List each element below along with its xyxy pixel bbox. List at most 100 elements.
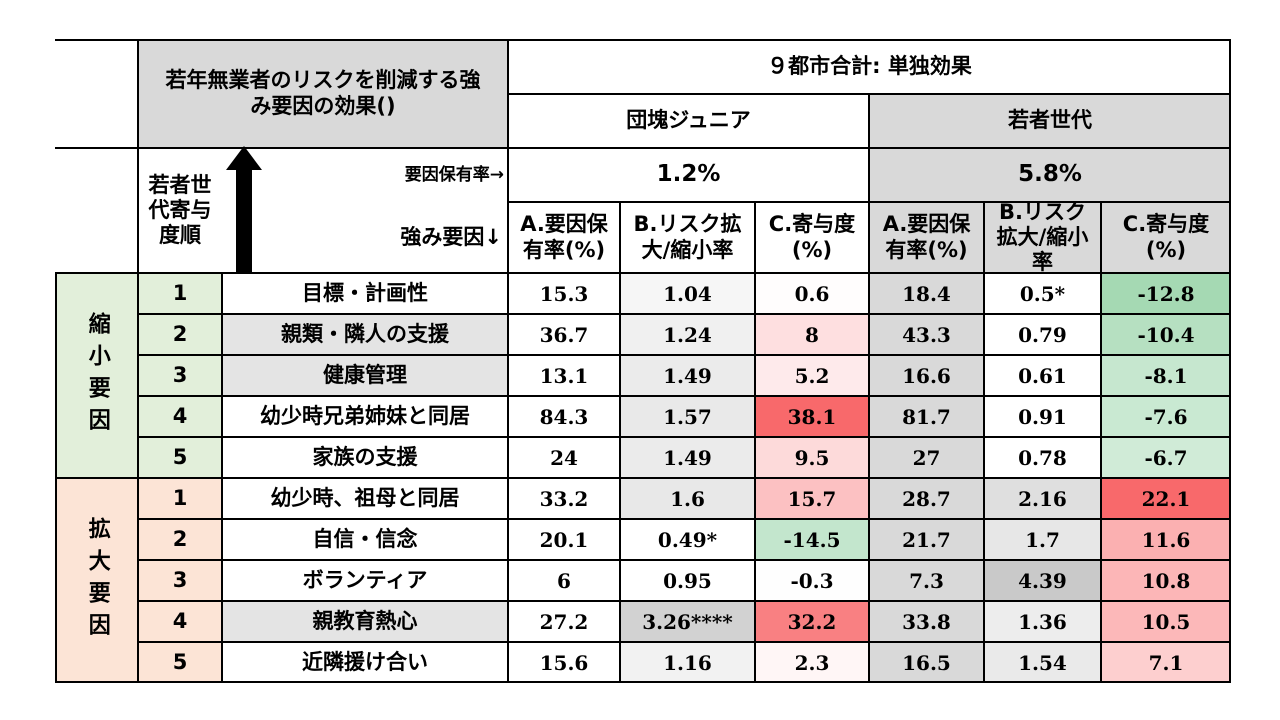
left-col-a-header: A.要因保有率(%) <box>520 212 608 262</box>
factor-cell: 親類・隣人の支援 <box>222 314 508 355</box>
up-arrow-icon <box>226 146 262 272</box>
grid-line <box>138 395 1231 397</box>
right-a-cell: 43.3 <box>869 314 984 355</box>
table-title: 若年無業者のリスクを削減する強み要因の効果() <box>138 39 508 148</box>
rank-cell: 1 <box>138 273 222 314</box>
left-a-cell: 13.1 <box>539 363 589 388</box>
right-c-cell: 7.1 <box>1101 642 1231 683</box>
left-b-cell: 1.04 <box>620 273 755 314</box>
rank-cell: 5 <box>138 437 222 478</box>
left-prevalence: 1.2% <box>656 161 721 188</box>
left-b-cell: 1.24 <box>620 314 755 355</box>
left-c-cell: 9.5 <box>755 437 869 478</box>
factor-cell: 目標・計画性 <box>222 273 508 314</box>
right-a-cell: 16.5 <box>869 642 984 683</box>
right-a-cell: 7.3 <box>869 560 984 601</box>
right-a-cell: 18.4 <box>869 273 984 314</box>
left-b-cell: 3.26**** <box>620 601 755 642</box>
right-col-c-header: C.寄与度(%) <box>1101 202 1231 273</box>
generation-right-title: 若者世代 <box>869 94 1231 148</box>
grid-line <box>138 559 1231 561</box>
grid-line <box>868 94 870 683</box>
right-b-cell: 2.16 <box>984 478 1101 519</box>
right-b-cell: 0.91 <box>984 396 1101 437</box>
grid-line <box>55 477 1231 479</box>
right-b-cell: 1.7 <box>984 519 1101 560</box>
right-a-cell: 81.7 <box>869 396 984 437</box>
factor-cell: 自信・信念 <box>222 519 508 560</box>
rank-cell: 3 <box>138 560 222 601</box>
right-col-b-header: B.リスク拡大/縮小率 <box>984 202 1101 273</box>
left-c-cell: 2.3 <box>755 642 869 683</box>
left-b-cell: 1.6 <box>620 478 755 519</box>
grid-line <box>138 354 1231 356</box>
right-b-cell: 1.36 <box>984 601 1101 642</box>
left-b-cell: 1.57 <box>620 396 755 437</box>
left-a-cell: 36.7 <box>539 322 589 347</box>
right-c-cell: 22.1 <box>1101 478 1231 519</box>
right-c-cell: 10.5 <box>1101 601 1231 642</box>
grid-line <box>138 600 1231 602</box>
grid-line <box>983 202 985 683</box>
right-a-cell: 27 <box>869 437 984 478</box>
right-b-cell: 1.54 <box>984 642 1101 683</box>
left-a-cell: 15.3 <box>539 281 589 306</box>
rank-cell: 1 <box>138 478 222 519</box>
left-b-cell: 0.49* <box>620 519 755 560</box>
grid-line <box>507 39 509 683</box>
grid-line <box>55 147 1231 149</box>
order-label: 若者世代寄与度順 <box>148 172 212 248</box>
left-b-cell: 1.16 <box>620 642 755 683</box>
grid-line <box>55 39 1231 41</box>
left-a-cell: 24 <box>550 445 578 470</box>
left-b-cell: 0.95 <box>620 560 755 601</box>
left-a-cell: 20.1 <box>539 527 589 552</box>
rank-cell: 2 <box>138 314 222 355</box>
group-label: 縮小要因 <box>55 273 138 478</box>
right-c-cell: -10.4 <box>1101 314 1231 355</box>
right-c-cell: -6.7 <box>1101 437 1231 478</box>
factor-cell: 幼少時兄弟姉妹と同居 <box>222 396 508 437</box>
factor-cell: 近隣援け合い <box>222 642 508 683</box>
grid-line <box>138 641 1231 643</box>
group-title: ９都市合計: 単独効果 <box>767 53 972 78</box>
right-c-cell: -12.8 <box>1101 273 1231 314</box>
rank-cell: 5 <box>138 642 222 683</box>
grid-line <box>55 273 57 683</box>
factor-label: 強み要因↓ <box>400 224 502 249</box>
grid-line <box>1229 39 1231 683</box>
right-b-cell: 0.5* <box>984 273 1101 314</box>
grid-line <box>1100 202 1102 683</box>
right-c-cell: 10.8 <box>1101 560 1231 601</box>
left-col-b-header: B.リスク拡大/縮小率 <box>633 212 742 262</box>
left-c-cell: -14.5 <box>755 519 869 560</box>
grid-line <box>55 272 1231 274</box>
right-b-cell: 0.61 <box>984 355 1101 396</box>
prevalence-label: 要因保有率→ <box>404 164 504 185</box>
rank-cell: 2 <box>138 519 222 560</box>
left-c-cell: 5.2 <box>755 355 869 396</box>
right-a-cell: 21.7 <box>869 519 984 560</box>
left-a-cell: 27.2 <box>539 609 589 634</box>
right-a-cell: 33.8 <box>869 601 984 642</box>
grid-line <box>138 518 1231 520</box>
factor-cell: 家族の支援 <box>222 437 508 478</box>
right-c-cell: 11.6 <box>1101 519 1231 560</box>
left-c-cell: 15.7 <box>755 478 869 519</box>
left-b-cell: 1.49 <box>620 437 755 478</box>
grid-line <box>221 273 223 683</box>
right-b-cell: 4.39 <box>984 560 1101 601</box>
left-b-cell: 1.49 <box>620 355 755 396</box>
generation-left-title: 団塊ジュニア <box>626 108 751 133</box>
factor-cell: 幼少時、祖母と同居 <box>222 478 508 519</box>
right-col-a-header: A.要因保有率(%) <box>869 202 984 273</box>
factor-cell: ボランティア <box>222 560 508 601</box>
grid-line <box>619 202 621 683</box>
rank-cell: 3 <box>138 355 222 396</box>
left-a-cell: 84.3 <box>539 404 589 429</box>
group-label: 拡大要因 <box>55 478 138 683</box>
right-c-cell: -8.1 <box>1101 355 1231 396</box>
left-a-cell: 6 <box>557 568 571 593</box>
grid-line <box>137 39 139 683</box>
grid-line <box>754 202 756 683</box>
